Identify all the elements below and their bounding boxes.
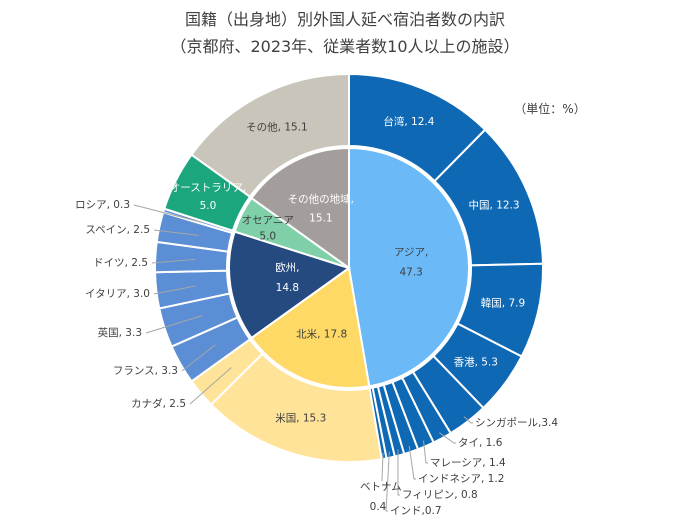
outer-label-1: 中国, 12.3 xyxy=(469,198,520,211)
leader-line-7 xyxy=(408,446,416,480)
leader-line-15 xyxy=(145,315,203,334)
leader-line-17 xyxy=(151,258,196,264)
outer-label-15: 英国, 3.3 xyxy=(98,326,142,339)
chart-title: 国籍（出身地）別外国人延べ宿泊者数の内訳 xyxy=(185,10,505,29)
outer-label-4: シンガポール,3.4 xyxy=(475,417,558,429)
outer-label-9: インド,0.7 xyxy=(390,505,442,517)
inner-slice-1 xyxy=(250,266,371,389)
inner-label-3-name: オセアニア xyxy=(242,214,294,226)
leader-line-5 xyxy=(439,432,456,444)
inner-label-4-value: 15.1 xyxy=(309,212,332,224)
inner-label-3-value: 5.0 xyxy=(259,230,276,242)
leader-line-9 xyxy=(385,451,390,512)
leader-line-10 xyxy=(381,452,384,482)
inner-label-1: 北米, 17.8 xyxy=(296,328,347,341)
outer-slice-21 xyxy=(190,72,350,199)
outer-label-18: スペイン, 2.5 xyxy=(85,224,150,236)
outer-label-7: インドネシア, 1.2 xyxy=(418,473,504,485)
chart-subtitle: （京都府、2023年、従業者数10人以上の施設） xyxy=(170,37,519,56)
inner-label-2-value: 14.8 xyxy=(276,282,299,294)
leader-line-4 xyxy=(463,416,473,424)
inner-slice-2 xyxy=(228,230,352,340)
leader-line-16 xyxy=(153,285,197,295)
outer-label-14: フランス, 3.3 xyxy=(113,365,178,377)
outer-label-10-name: ベトナム xyxy=(360,481,402,493)
outer-label-3: 香港, 5.3 xyxy=(454,356,498,368)
outer-label-20-value: 5.0 xyxy=(200,200,217,212)
leader-line-6 xyxy=(423,440,428,464)
inner-label-0-value: 47.3 xyxy=(399,267,422,279)
inner-slice-4 xyxy=(250,146,350,270)
outer-label-5: タイ, 1.6 xyxy=(458,437,503,449)
outer-label-20-name: オーストラリア, xyxy=(170,182,246,194)
inner-label-4-name: その他の地域, xyxy=(288,192,354,205)
leader-line-13 xyxy=(189,367,232,405)
outer-label-21: その他, 15.1 xyxy=(246,120,308,133)
outer-label-13: カナダ, 2.5 xyxy=(131,397,186,410)
inner-slice-0 xyxy=(348,146,470,388)
outer-label-10-value: 0.4 xyxy=(370,501,387,513)
outer-label-16: イタリア, 3.0 xyxy=(85,288,150,300)
outer-label-8: フィリピン, 0.8 xyxy=(402,489,478,501)
leader-line-19 xyxy=(133,204,203,223)
leader-line-14 xyxy=(181,344,216,372)
leader-line-8 xyxy=(397,449,400,496)
inner-label-0-name: アジア, xyxy=(394,247,428,259)
outer-label-17: ドイツ, 2.5 xyxy=(93,257,148,269)
data-labels: アジア, 47.3 北米, 17.8 欧州, 14.8 オセアニア 5.0 その他の地域, 15… xyxy=(75,115,558,517)
outer-label-0: 台湾, 12.4 xyxy=(383,115,434,128)
outer-label-6: マレーシア, 1.4 xyxy=(430,457,506,469)
outer-label-12: 米国, 15.3 xyxy=(275,411,326,424)
leader-lines xyxy=(133,204,473,512)
unit-label: （単位：%） xyxy=(514,101,585,116)
outer-label-19: ロシア, 0.3 xyxy=(75,199,130,211)
inner-label-2-name: 欧州, xyxy=(275,262,299,274)
outer-label-2: 韓国, 7.9 xyxy=(481,297,525,309)
inner-ring xyxy=(228,146,470,389)
leader-line-18 xyxy=(153,229,199,236)
